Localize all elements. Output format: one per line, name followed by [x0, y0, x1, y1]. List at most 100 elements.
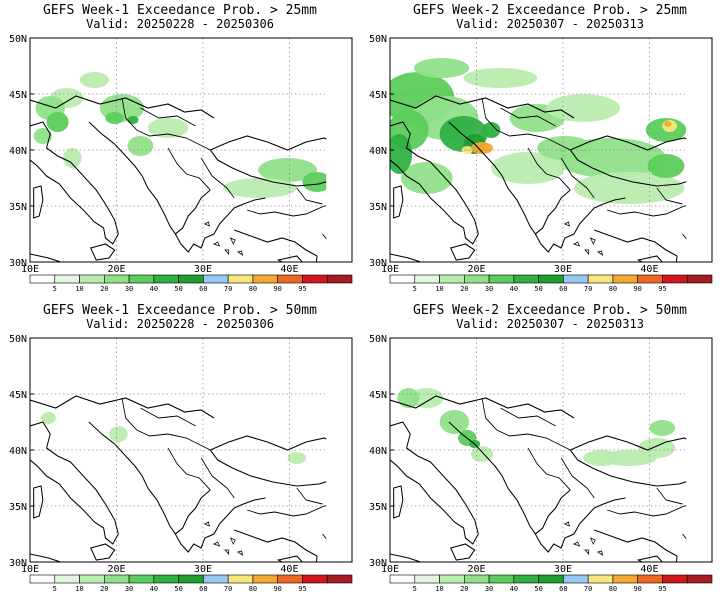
longitude-label: 10E: [21, 564, 39, 575]
colorbar-label: 5: [53, 285, 57, 293]
colorbar-label: 60: [199, 285, 207, 293]
precip-probability-area: [109, 426, 128, 442]
colorbar-swatch: [439, 274, 465, 284]
longitude-label: 10E: [381, 564, 399, 575]
precip-probability-area: [461, 146, 473, 154]
latitude-label: 30N: [9, 558, 27, 569]
colorbar-swatch: [252, 574, 278, 584]
colorbar-swatch: [153, 574, 179, 584]
precip-probability-area: [79, 72, 110, 88]
colorbar-label: 30: [485, 285, 493, 293]
latitude-label: 35N: [369, 202, 387, 213]
precip-probability-area: [287, 452, 306, 464]
colorbar-swatch: [203, 274, 229, 284]
colorbar-swatch: [277, 274, 303, 284]
precip-probability-area: [397, 388, 420, 408]
colorbar-swatch: [128, 274, 155, 284]
colorbar-label: 20: [100, 585, 108, 593]
coastlines-borders: [30, 95, 327, 262]
colorbar-swatch: [178, 274, 204, 284]
precip-probability-area: [491, 152, 565, 184]
map-panel-2: GEFS Week-2 Exceedance Prob. > 25mmValid…: [369, 3, 713, 293]
precip-probability-area: [439, 410, 470, 434]
latitude-label: 40N: [9, 146, 27, 157]
colorbar-swatch: [488, 574, 515, 584]
map-panel-3: GEFS Week-1 Exceedance Prob. > 50mmValid…: [9, 303, 353, 593]
latitude-label: 45N: [369, 390, 387, 401]
latitude-label: 45N: [9, 90, 27, 101]
latitude-label: 35N: [369, 502, 387, 513]
latitude-label: 30N: [9, 258, 27, 269]
colorbar-label: 40: [150, 585, 158, 593]
colorbar-swatch: [302, 274, 328, 284]
colorbar-swatch: [252, 274, 278, 284]
colorbar-swatch: [513, 274, 539, 284]
panel-valid-dates: Valid: 20250228 - 20250306: [86, 317, 274, 331]
colorbar-swatch: [563, 274, 589, 284]
colorbar-label: 95: [298, 585, 306, 593]
colorbar-swatch: [79, 274, 105, 284]
colorbar-swatch: [54, 574, 80, 584]
latitude-label: 50N: [369, 334, 387, 345]
colorbar-label: 40: [510, 285, 518, 293]
latitude-label: 45N: [9, 390, 27, 401]
precip-probability-area: [413, 58, 470, 78]
precip-probability-area: [147, 118, 189, 138]
longitude-label: 40E: [280, 264, 298, 275]
precip-probability-area: [401, 162, 453, 194]
colorbar-label: 70: [224, 285, 232, 293]
colorbar-swatch: [637, 574, 663, 584]
colorbar-swatch: [227, 574, 254, 584]
longitude-label: 20E: [107, 564, 125, 575]
precip-probability-area: [537, 136, 593, 160]
precip-probability-area: [583, 450, 620, 466]
precip-probability-area: [664, 121, 672, 127]
latitude-label: 35N: [9, 202, 27, 213]
colorbar-swatch: [488, 274, 515, 284]
precip-probability-area: [258, 158, 318, 182]
map-area: [389, 37, 713, 263]
latitude-label: 35N: [9, 502, 27, 513]
panel-title: GEFS Week-1 Exceedance Prob. > 25mm: [43, 3, 317, 18]
map-area: [389, 337, 713, 563]
colorbar-swatch: [414, 574, 440, 584]
colorbar-label: 10: [435, 285, 443, 293]
colorbar-label: 20: [460, 285, 468, 293]
colorbar-swatch: [464, 574, 490, 584]
colorbar-label: 40: [150, 285, 158, 293]
precip-probability-area: [127, 136, 154, 156]
longitude-label: 10E: [381, 264, 399, 275]
colorbar-label: 80: [609, 585, 617, 593]
colorbar-label: 10: [435, 585, 443, 593]
colorbar-swatch: [414, 274, 440, 284]
colorbar-label: 50: [174, 285, 182, 293]
colorbar-label: 20: [460, 585, 468, 593]
colorbar-label: 95: [298, 285, 306, 293]
colorbar-swatch: [29, 274, 56, 284]
colorbar-swatch: [128, 574, 155, 584]
colorbar-swatch: [686, 274, 713, 284]
longitude-label: 40E: [640, 264, 658, 275]
longitude-label: 40E: [280, 564, 298, 575]
colorbar-swatch: [538, 274, 564, 284]
colorbar-swatch: [439, 574, 465, 584]
colorbar-label: 80: [249, 285, 257, 293]
colorbar-label: 10: [75, 585, 83, 593]
panel-valid-dates: Valid: 20250228 - 20250306: [86, 17, 274, 31]
latitude-label: 50N: [369, 34, 387, 45]
latitude-label: 40N: [9, 446, 27, 457]
colorbar-label: 80: [609, 285, 617, 293]
colorbar-label: 60: [559, 585, 567, 593]
colorbar-swatch: [389, 574, 416, 584]
colorbar-swatch: [54, 274, 80, 284]
colorbar-swatch: [29, 574, 56, 584]
precip-probability-area: [127, 116, 139, 124]
colorbar-swatch: [662, 574, 688, 584]
colorbar-label: 50: [174, 585, 182, 593]
latitude-label: 30N: [369, 258, 387, 269]
precip-probability-area: [647, 154, 685, 178]
colorbar-swatch: [104, 574, 130, 584]
colorbar-label: 20: [100, 285, 108, 293]
colorbar-swatch: [587, 574, 614, 584]
